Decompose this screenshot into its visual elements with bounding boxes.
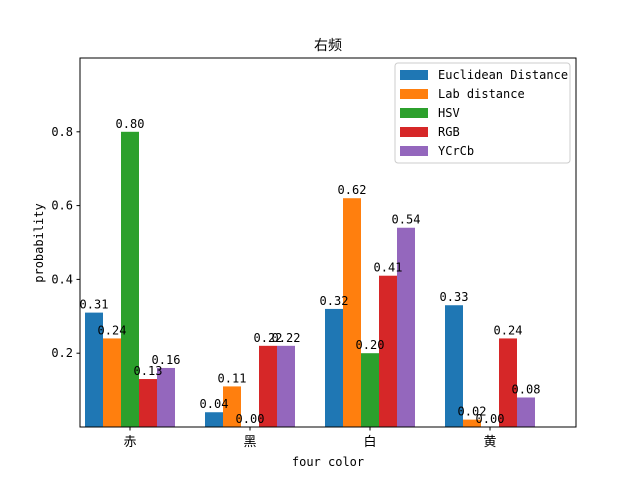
bar	[325, 308, 343, 427]
x-tick-label: 黄	[483, 435, 496, 450]
legend-swatch	[400, 70, 428, 80]
y-tick-label: 0.8	[51, 125, 73, 139]
bar-value-label: 0.00	[476, 412, 505, 426]
legend-label: Lab distance	[438, 87, 525, 101]
legend-frame	[394, 62, 571, 164]
bar-value-label: 0.02	[458, 405, 487, 419]
bar	[103, 338, 121, 427]
bar	[517, 397, 535, 427]
bar-value-label: 0.32	[320, 294, 349, 308]
bar-value-label: 0.22	[254, 331, 283, 345]
bar-value-label: 0.24	[494, 323, 523, 337]
x-axis-label: four color	[292, 455, 364, 469]
y-tick-label: 0.2	[51, 346, 73, 360]
bar	[499, 338, 517, 427]
y-tick-label: 0.6	[51, 199, 73, 213]
bar-value-label: 0.11	[218, 371, 247, 385]
legend-label: HSV	[438, 106, 460, 120]
bar-value-label: 0.24	[98, 323, 127, 337]
bar	[259, 345, 277, 427]
bar-value-label: 0.31	[80, 298, 109, 312]
bar	[223, 386, 241, 427]
bar	[205, 412, 223, 427]
legend-label: YCrCb	[438, 144, 474, 158]
legend-swatch	[400, 108, 428, 118]
y-axis-label: probability	[32, 203, 46, 282]
y-tick-label: 0.4	[51, 272, 73, 286]
legend: Euclidean Distance Lab distance HSV RGB YCrC…	[394, 62, 571, 164]
bar	[463, 419, 481, 427]
bar-value-label: 0.33	[440, 290, 469, 304]
bar	[445, 305, 463, 427]
bar-value-label: 0.54	[392, 213, 421, 227]
bar-value-label: 0.80	[116, 117, 145, 131]
bar-value-label: 0.13	[134, 364, 163, 378]
legend-label: Euclidean Distance	[438, 68, 568, 82]
legend-swatch	[400, 146, 428, 156]
bar	[121, 131, 139, 428]
legend-swatch	[400, 127, 428, 137]
bar-value-label: 0.04	[200, 397, 229, 411]
bar-value-label: 0.16	[152, 353, 181, 367]
bar	[277, 345, 295, 427]
x-tick-label: 黑	[243, 435, 256, 450]
bar	[139, 379, 157, 427]
bar	[397, 227, 415, 427]
chart-title: 右频	[314, 38, 342, 54]
bar-value-label: 0.08	[512, 382, 541, 396]
bar-value-label: 0.00	[236, 412, 265, 426]
x-tick-label: 白	[363, 434, 376, 450]
bar	[343, 198, 361, 427]
legend-swatch	[400, 89, 428, 99]
bar	[85, 312, 103, 427]
plot-area-frame	[79, 57, 577, 428]
bar-value-label: 0.20	[356, 338, 385, 352]
bar-value-label: 0.22	[272, 331, 301, 345]
legend-label: RGB	[438, 125, 460, 139]
x-tick-label: 赤	[123, 435, 136, 450]
bar-value-label: 0.41	[374, 261, 403, 275]
bar	[379, 275, 397, 427]
bar-value-label: 0.62	[338, 183, 367, 197]
bar	[157, 367, 175, 427]
bar	[361, 353, 379, 427]
